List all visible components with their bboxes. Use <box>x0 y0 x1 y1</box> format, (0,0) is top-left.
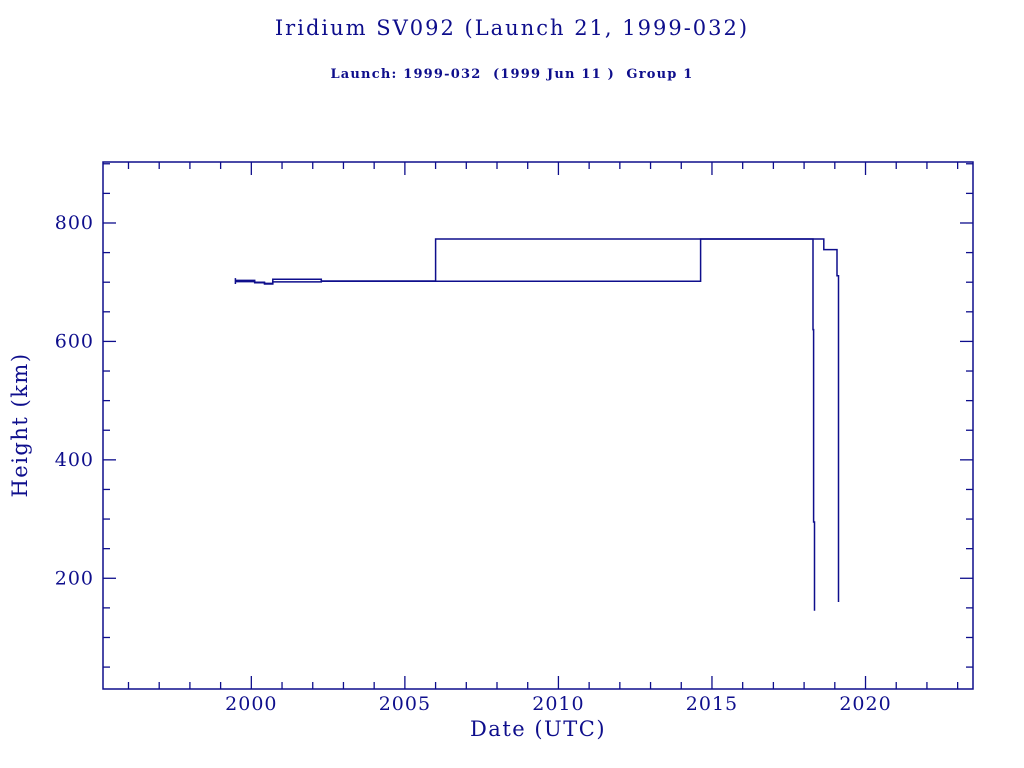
x-tick-label: 2015 <box>686 693 738 715</box>
y-tick-label: 400 <box>55 449 94 471</box>
x-tick-label: 2005 <box>379 693 431 715</box>
y-axis-label: Height (km) <box>8 352 32 498</box>
plot-frame <box>102 161 974 690</box>
plot-subtitle: Launch: 1999-032 (1999 Jun 11 ) Group 1 <box>330 67 694 82</box>
y-tick-label: 200 <box>55 567 94 589</box>
x-tick-label: 2000 <box>225 693 277 715</box>
x-axis-label: Date (UTC) <box>469 717 607 741</box>
y-tick-label: 800 <box>55 212 94 234</box>
perigee_height_km-line <box>235 238 816 611</box>
y-tick-label: 600 <box>55 330 94 352</box>
apogee_height_km-line <box>235 238 840 602</box>
x-tick-label: 2020 <box>839 693 891 715</box>
x-tick-label: 2010 <box>532 693 584 715</box>
plot-title: Iridium SV092 (Launch 21, 1999-032) <box>274 16 750 40</box>
